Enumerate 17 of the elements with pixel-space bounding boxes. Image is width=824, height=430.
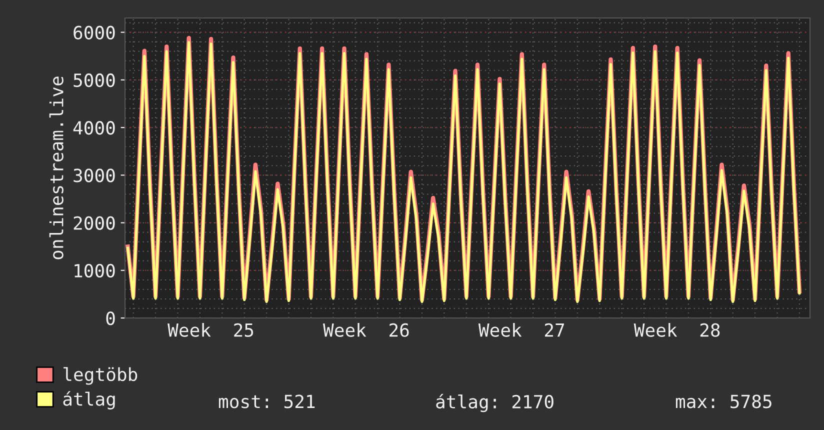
x-tick-label: Week 25 bbox=[168, 322, 254, 337]
text: átlag: 2170 bbox=[436, 394, 554, 412]
text: max: 5785 bbox=[676, 394, 772, 408]
y-tick-label: 3000 bbox=[74, 168, 115, 182]
y-tick-label: 1000 bbox=[74, 264, 115, 278]
y-tick-label: 6000 bbox=[74, 26, 115, 40]
text: most: 521 bbox=[218, 394, 315, 408]
y-tick-label: 4000 bbox=[73, 121, 115, 135]
legend-label: legtöbb bbox=[64, 367, 138, 385]
legend-label: átlag bbox=[63, 391, 115, 410]
y-axis-title: onlinestream.live bbox=[49, 76, 64, 260]
y-tick-label: 5000 bbox=[74, 73, 115, 88]
x-tick-label: Week 27 bbox=[478, 322, 564, 337]
x-tick-label: Week 26 bbox=[322, 322, 409, 337]
x-tick-label: Week 28 bbox=[634, 322, 720, 337]
y-tick-label: 0 bbox=[106, 312, 115, 326]
y-tick-label: 2000 bbox=[74, 216, 115, 230]
